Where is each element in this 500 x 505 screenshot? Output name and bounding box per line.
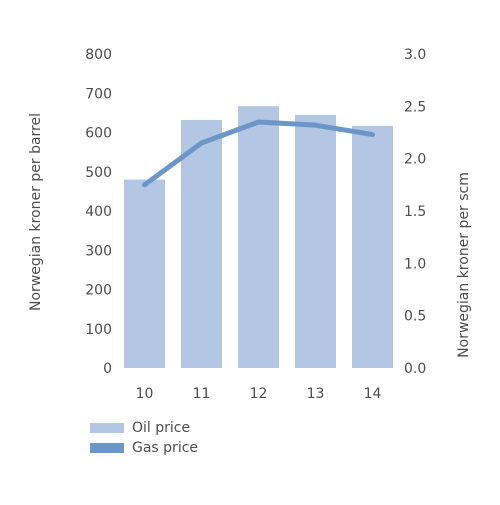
right-axis-ticks: 0.0 0.5 1.0 1.5 2.0 2.5 3.0 [404,47,426,377]
right-tick-1.5: 1.5 [404,204,426,220]
left-tick-0: 0 [103,361,112,377]
left-tick-500: 500 [85,165,112,181]
bar-10 [124,180,165,368]
bar-12 [238,106,279,368]
x-tick-13: 13 [307,386,325,402]
x-tick-12: 12 [250,386,268,402]
left-tick-300: 300 [85,243,112,259]
bar-13 [295,115,336,368]
left-axis-ticks: 0 100 200 300 400 500 600 700 800 [85,47,112,377]
x-axis-ticks: 10 11 12 13 14 [136,386,382,402]
right-tick-2.5: 2.5 [404,99,426,115]
bars-group [124,106,393,368]
right-tick-2.0: 2.0 [404,152,426,168]
right-tick-3.0: 3.0 [404,47,426,63]
bar-14 [352,126,393,368]
legend-item-oil: Oil price [90,418,198,438]
legend-item-gas: Gas price [90,438,198,458]
right-tick-0.5: 0.5 [404,309,426,325]
gas-price-swatch [90,443,124,453]
right-tick-1.0: 1.0 [404,256,426,272]
legend-label-oil: Oil price [132,420,190,436]
left-tick-700: 700 [85,86,112,102]
left-tick-600: 600 [85,126,112,142]
right-axis-title: Norwegian kroner per scm [456,172,472,358]
oil-price-swatch [90,423,124,433]
left-tick-800: 800 [85,47,112,63]
bar-11 [181,120,222,368]
x-tick-11: 11 [193,386,211,402]
left-tick-100: 100 [85,322,112,338]
legend: Oil price Gas price [90,418,198,458]
x-tick-14: 14 [364,386,382,402]
x-tick-10: 10 [136,386,154,402]
left-tick-400: 400 [85,204,112,220]
left-axis-title: Norwegian kroner per barrel [28,113,44,311]
right-tick-0.0: 0.0 [404,361,426,377]
legend-label-gas: Gas price [132,440,198,456]
left-tick-200: 200 [85,283,112,299]
